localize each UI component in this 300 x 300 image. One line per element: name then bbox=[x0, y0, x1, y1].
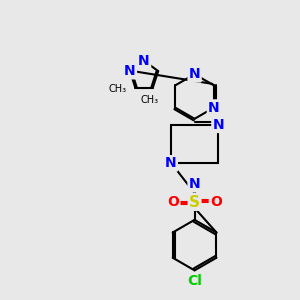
Text: N: N bbox=[138, 54, 150, 68]
Text: O: O bbox=[210, 195, 222, 209]
Text: N: N bbox=[189, 177, 200, 191]
Text: Cl: Cl bbox=[187, 274, 202, 288]
Text: O: O bbox=[167, 195, 179, 209]
Text: N: N bbox=[124, 64, 136, 78]
Text: N: N bbox=[165, 156, 177, 170]
Text: S: S bbox=[189, 194, 200, 209]
Text: N: N bbox=[189, 67, 200, 81]
Text: N: N bbox=[208, 100, 220, 115]
Text: N: N bbox=[212, 118, 224, 132]
Text: CH₃: CH₃ bbox=[141, 95, 159, 105]
Text: CH₃: CH₃ bbox=[108, 84, 126, 94]
